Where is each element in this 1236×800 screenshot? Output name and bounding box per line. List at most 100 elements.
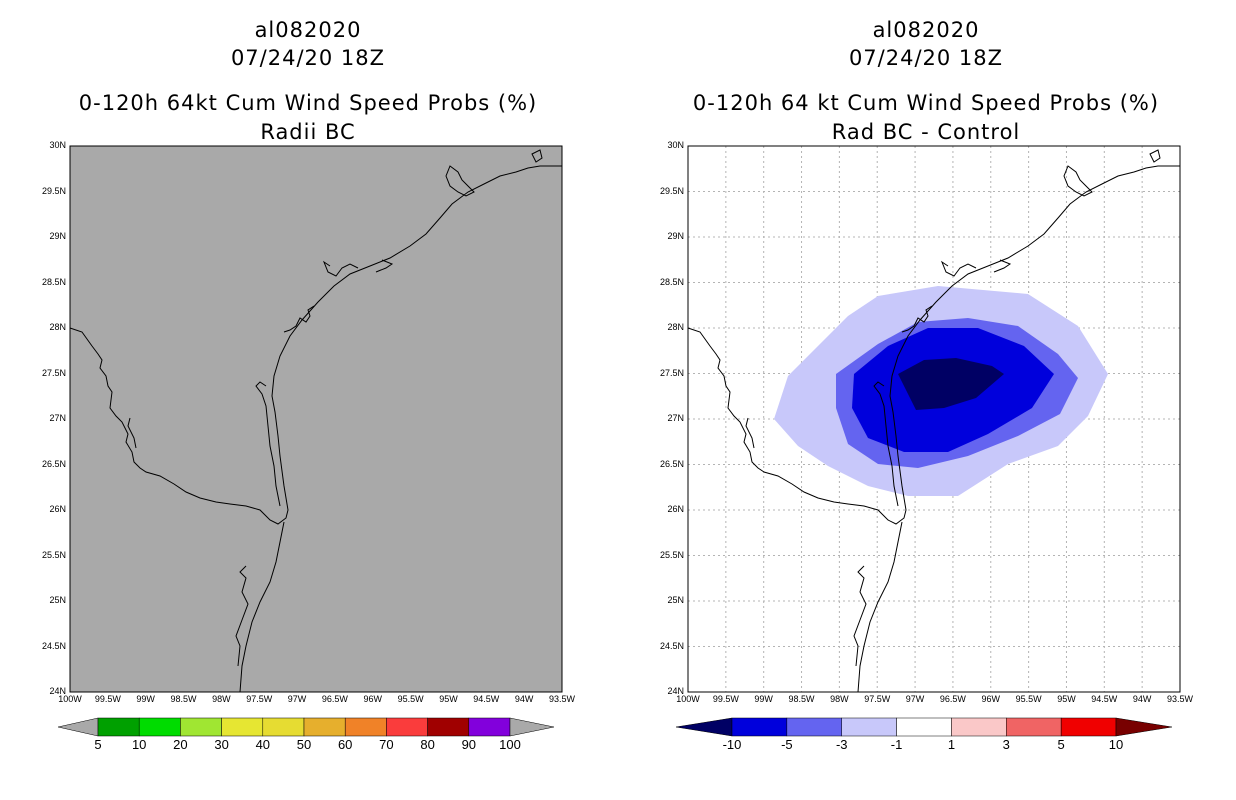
right-product-title: 0-120h 64 kt Cum Wind Speed Probs (%) [692, 91, 1160, 115]
right-map-frame [687, 145, 1181, 693]
left-colorbar-box [468, 717, 511, 737]
left-colorbar-label: 90 [461, 737, 477, 752]
left-lon-label: 99.5W [94, 694, 121, 704]
left-lat-label: 25.5N [41, 549, 66, 560]
prob-band-darkest [898, 358, 1004, 410]
right-datetime: 07/24/20 18Z [848, 46, 1004, 70]
left-lon-label: 95W [439, 694, 458, 704]
right-colorbar-label: 1 [947, 737, 956, 752]
right-lon-label: 97.5W [864, 694, 891, 704]
left-lat-label: 27N [49, 413, 66, 423]
left-lon-label: 98.5W [170, 694, 197, 704]
right-colorbar [675, 717, 1173, 737]
left-colorbar-box [386, 717, 428, 737]
right-lon-label: 96.5W [939, 694, 966, 704]
right-colorbar-label: 10 [1108, 737, 1124, 752]
right-lon-label: 94.5W [1091, 694, 1118, 704]
left-map-background [70, 146, 562, 692]
right-colorbar-box [951, 717, 1007, 737]
left-colorbar-label: 50 [296, 737, 312, 752]
right-lat-label: 24.5N [659, 640, 684, 651]
left-colorbar-label: 20 [173, 737, 188, 752]
left-lon-label: 93.5W [548, 694, 575, 704]
left-colorbar-label: 100 [499, 737, 521, 752]
left-colorbar-label: 40 [255, 737, 271, 752]
left-lon-label: 97.5W [246, 694, 273, 704]
right-colorbar-label: 3 [1002, 737, 1010, 752]
left-colorbar-box [262, 717, 305, 737]
left-map-frame [69, 145, 563, 693]
right-lat-label: 25N [667, 595, 684, 605]
left-colorbar-label: 60 [337, 737, 353, 752]
left-lat-label: 24N [49, 686, 66, 696]
left-datetime: 07/24/20 18Z [230, 46, 386, 70]
right-colorbar-box [1060, 717, 1117, 737]
right-lon-label: 98W [830, 694, 849, 704]
left-lat-label: 25N [49, 595, 66, 605]
right-colorbar-box [896, 717, 952, 737]
left-colorbar-box [97, 717, 140, 737]
left-map [69, 145, 563, 693]
left-colorbar-low-arrow [57, 717, 99, 737]
left-colorbar-high-arrow [509, 717, 555, 737]
coastline [687, 149, 1180, 693]
right-colorbar-low-arrow [675, 717, 733, 737]
right-colorbar-box [731, 717, 788, 737]
right-lon-label: 100W [676, 694, 700, 704]
left-lon-label: 100W [58, 694, 82, 704]
right-colorbar-label: -3 [835, 737, 848, 752]
coastline [69, 149, 562, 693]
left-colorbar-box [180, 717, 222, 737]
right-lat-label: 24N [667, 686, 684, 696]
right-lon-label: 96W [981, 694, 1001, 704]
right-colorbar-box [1006, 717, 1062, 737]
left-colorbar-box [344, 717, 387, 737]
right-lon-label: 99.5W [712, 694, 739, 704]
left-lat-label: 26N [49, 504, 66, 514]
right-colorbar-label: -1 [890, 737, 903, 752]
left-lon-label: 96.5W [321, 694, 348, 704]
left-lat-label: 29N [49, 231, 66, 241]
left-lat-label: 28.5N [41, 276, 66, 287]
right-lat-label: 28N [667, 322, 684, 332]
right-colorbar-label: -10 [722, 737, 742, 752]
left-lat-label: 24.5N [41, 640, 66, 651]
right-colorbar-label: -5 [781, 737, 793, 752]
left-colorbar-label: 80 [420, 737, 435, 752]
right-lon-label: 94W [1132, 694, 1152, 704]
left-lon-label: 94.5W [473, 694, 500, 704]
left-colorbar-box [221, 717, 264, 737]
right-map [687, 145, 1181, 693]
right-lon-label: 97W [905, 694, 925, 704]
left-lon-label: 95.5W [397, 694, 424, 704]
left-subtitle: Radii BC [260, 120, 356, 144]
right-lon-label: 98.5W [788, 694, 815, 704]
right-lon-label: 99W [754, 694, 773, 704]
left-lat-label: 29.5N [41, 185, 66, 196]
right-colorbar-high-arrow [1115, 717, 1173, 737]
right-storm-id: al082020 [872, 18, 980, 42]
left-colorbar-label: 30 [214, 737, 229, 752]
right-lat-label: 29N [667, 231, 684, 241]
left-lon-label: 96W [363, 694, 383, 704]
left-colorbar-label: 5 [94, 737, 102, 752]
right-lat-label: 25.5N [659, 549, 684, 560]
right-lat-label: 26.5N [659, 458, 684, 469]
left-lat-label: 28N [49, 322, 66, 332]
right-lat-label: 27N [667, 413, 684, 423]
left-lat-label: 26.5N [41, 458, 66, 469]
left-colorbar-label: 70 [379, 737, 394, 752]
right-colorbar-boxes [731, 717, 1117, 737]
right-colorbar-box [841, 717, 897, 737]
left-colorbar-box [427, 717, 470, 737]
left-colorbar-box [138, 717, 181, 737]
right-lat-label: 26N [667, 504, 684, 514]
left-product-title: 0-120h 64kt Cum Wind Speed Probs (%) [78, 91, 538, 115]
left-lat-label: 30N [49, 140, 66, 150]
right-lat-label: 28.5N [659, 276, 684, 287]
right-subtitle: Rad BC - Control [831, 120, 1021, 144]
left-lon-label: 94W [514, 694, 534, 704]
left-storm-id: al082020 [254, 18, 362, 42]
right-lon-label: 93.5W [1166, 694, 1193, 704]
left-colorbar-label: 10 [131, 737, 147, 752]
